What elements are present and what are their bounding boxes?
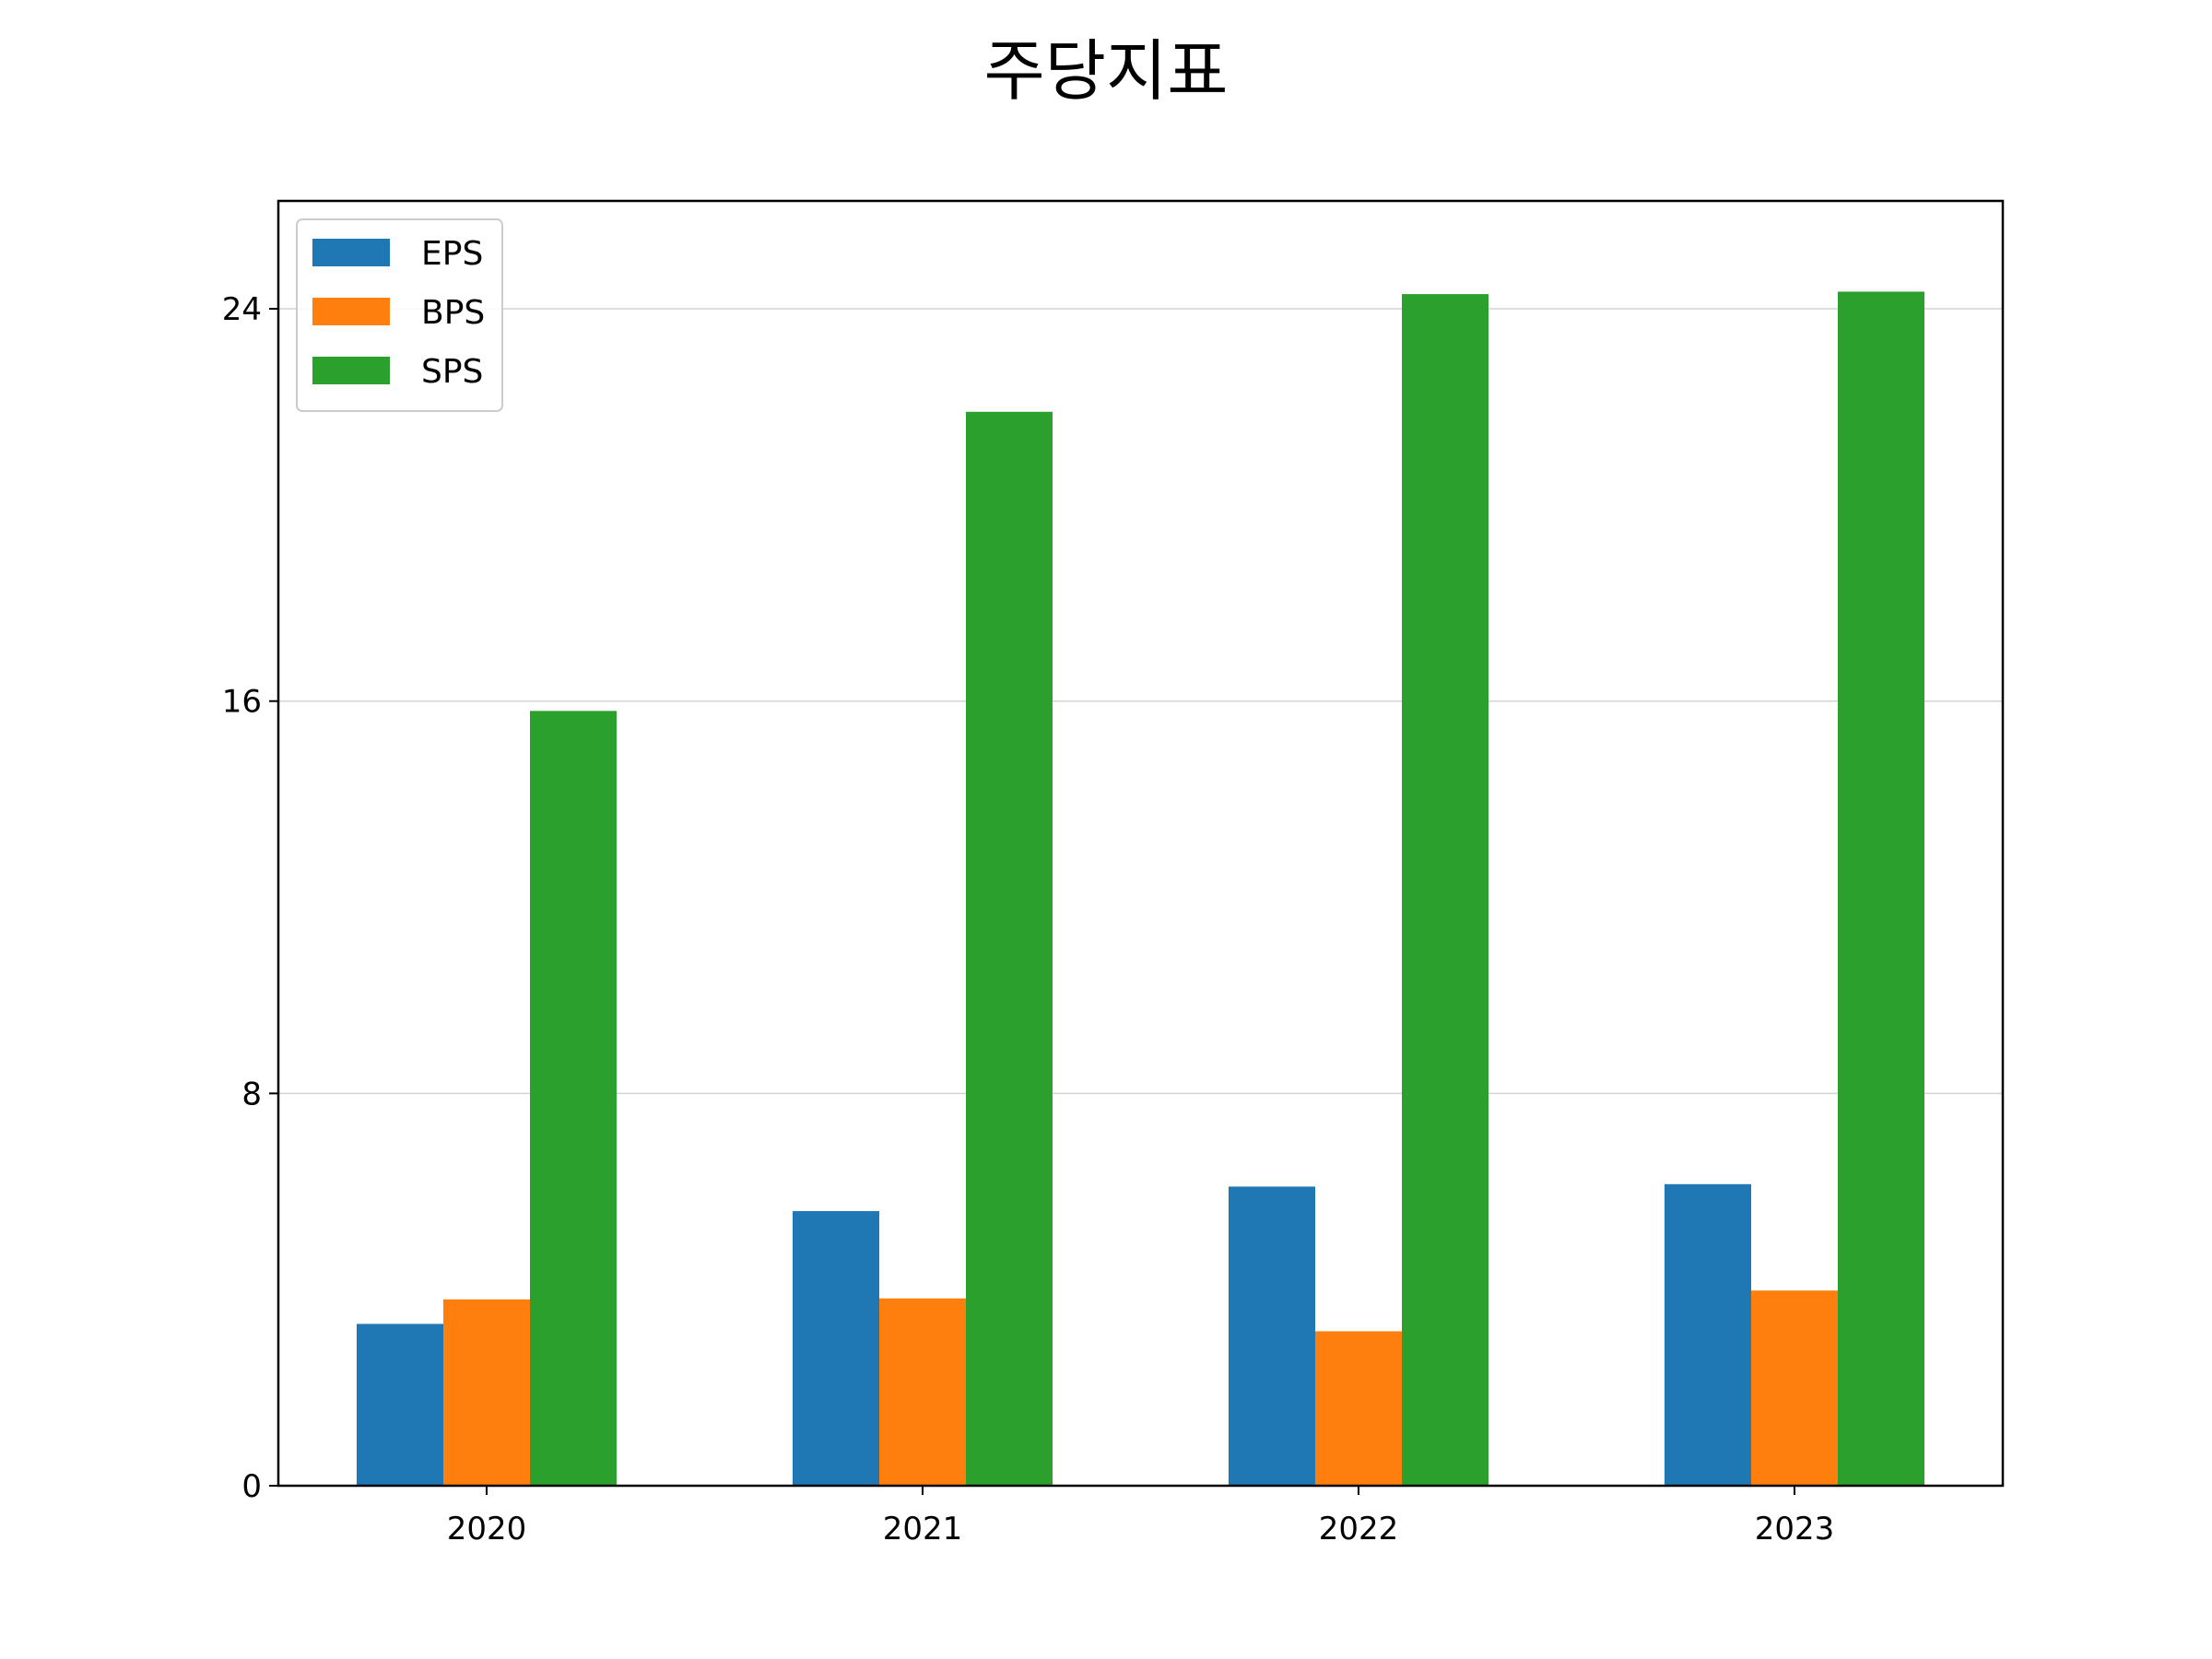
legend: EPS BPS SPS: [296, 218, 503, 412]
legend-label-sps: SPS: [421, 353, 483, 391]
legend-swatch-eps: [312, 239, 390, 266]
bar-bps-2020: [443, 1299, 530, 1486]
bar-sps-2022: [1402, 294, 1488, 1487]
y-tick-label: 0: [241, 1468, 262, 1505]
bar-sps-2020: [530, 711, 617, 1486]
y-tick-label: 16: [222, 684, 262, 721]
bar-bps-2022: [1315, 1331, 1402, 1486]
bar-eps-2021: [793, 1211, 879, 1486]
plot-frame: [276, 199, 2005, 1488]
x-tick-label: 2021: [883, 1511, 963, 1547]
bar-eps-2023: [1665, 1183, 1751, 1486]
y-axis: 0 8 16 24: [222, 291, 278, 1505]
legend-swatch-sps: [312, 357, 390, 384]
bar-sps-2023: [1838, 291, 1924, 1487]
legend-label-eps: EPS: [421, 235, 483, 273]
x-tick-label: 2020: [447, 1511, 527, 1547]
legend-label-bps: BPS: [421, 294, 485, 332]
x-tick-label: 2022: [1319, 1511, 1399, 1547]
y-tick-label: 24: [222, 291, 262, 328]
bars: [357, 291, 1924, 1487]
bar-eps-2020: [357, 1324, 443, 1486]
bar-bps-2021: [879, 1298, 966, 1486]
bar-sps-2021: [966, 411, 1053, 1486]
y-tick-label: 8: [241, 1076, 262, 1112]
x-axis: 2020 2021 2022 2023: [447, 1486, 1835, 1547]
chart-title: 주당지표: [983, 32, 1229, 110]
bar-eps-2022: [1229, 1186, 1315, 1486]
legend-swatch-bps: [312, 298, 390, 325]
x-tick-label: 2023: [1755, 1511, 1835, 1547]
bar-bps-2023: [1751, 1290, 1838, 1486]
